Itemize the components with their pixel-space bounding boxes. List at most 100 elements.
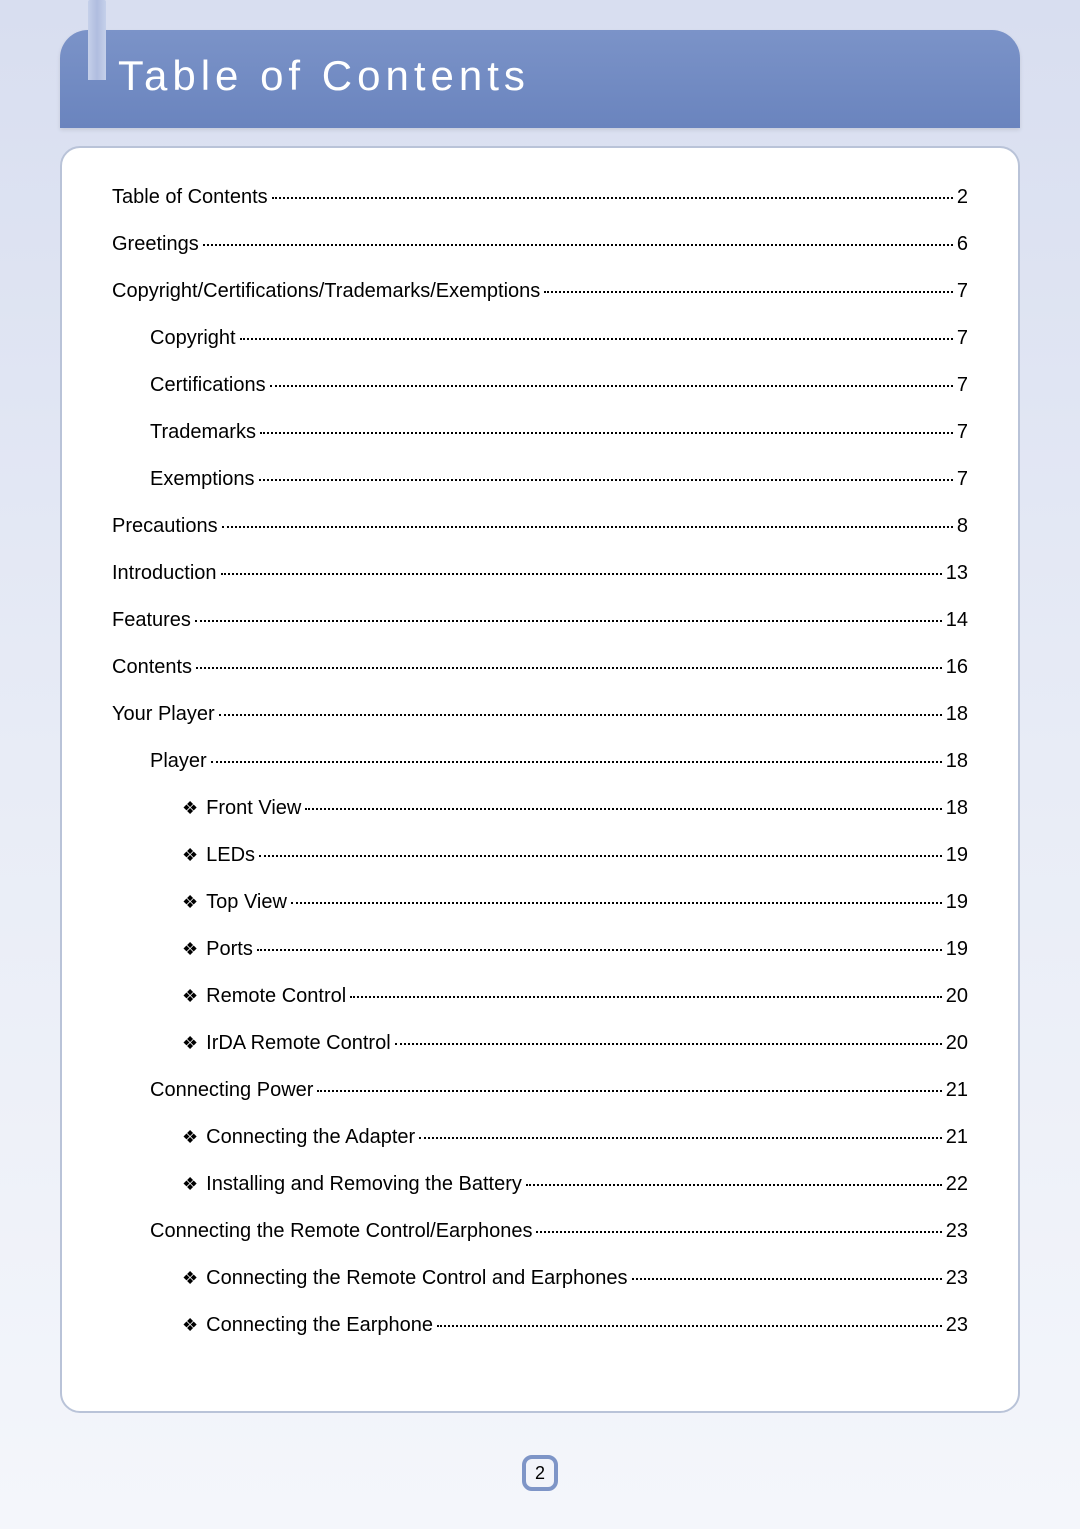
toc-entry-title: Table of Contents — [112, 186, 268, 209]
toc-entry-page: 18 — [946, 703, 968, 726]
toc-entry[interactable]: ❖ Connecting the Earphone 23 — [112, 1314, 968, 1337]
toc-entry-page: 20 — [946, 1032, 968, 1055]
diamond-bullet-icon: ❖ — [182, 1315, 198, 1336]
toc-entry-title: Connecting the Remote Control/Earphones — [150, 1220, 532, 1243]
toc-entry[interactable]: Connecting the Remote Control/Earphones … — [112, 1220, 968, 1243]
toc-leader-dots — [350, 996, 942, 998]
toc-entry-title: Copyright — [150, 327, 236, 350]
toc-entry[interactable]: Copyright/Certifications/Trademarks/Exem… — [112, 280, 968, 303]
toc-leader-dots — [195, 620, 942, 622]
toc-entry-page: 19 — [946, 891, 968, 914]
toc-leader-dots — [544, 291, 953, 293]
toc-entry[interactable]: Your Player 18 — [112, 703, 968, 726]
toc-entry-title: Connecting Power — [150, 1079, 313, 1102]
toc-entry-page: 7 — [957, 468, 968, 491]
toc-leader-dots — [395, 1043, 942, 1045]
toc-entry-title: Ports — [206, 938, 253, 961]
toc-entry[interactable]: Player 18 — [112, 750, 968, 773]
toc-leader-dots — [221, 573, 942, 575]
toc-entry[interactable]: ❖ Installing and Removing the Battery 22 — [112, 1173, 968, 1196]
toc-entry-page: 16 — [946, 656, 968, 679]
toc-leader-dots — [437, 1325, 942, 1327]
toc-entry-page: 22 — [946, 1173, 968, 1196]
toc-entry-title: Contents — [112, 656, 192, 679]
toc-leader-dots — [211, 761, 942, 763]
toc-entry-page: 23 — [946, 1314, 968, 1337]
diamond-bullet-icon: ❖ — [182, 986, 198, 1007]
toc-entry-title: Copyright/Certifications/Trademarks/Exem… — [112, 280, 540, 303]
toc-entry-title: Introduction — [112, 562, 217, 585]
toc-entry[interactable]: Introduction 13 — [112, 562, 968, 585]
toc-entry-title: Connecting the Earphone — [206, 1314, 433, 1337]
toc-entry-page: 7 — [957, 280, 968, 303]
page-number-badge: 2 — [522, 1455, 558, 1491]
toc-entry-title: Player — [150, 750, 207, 773]
diamond-bullet-icon: ❖ — [182, 798, 198, 819]
toc-entry-title: Connecting the Adapter — [206, 1126, 415, 1149]
toc-leader-dots — [270, 385, 953, 387]
diamond-bullet-icon: ❖ — [182, 1174, 198, 1195]
toc-entry-title: Greetings — [112, 233, 199, 256]
toc-leader-dots — [317, 1090, 941, 1092]
toc-entry-title: IrDA Remote Control — [206, 1032, 391, 1055]
toc-leader-dots — [196, 667, 942, 669]
toc-entry[interactable]: ❖Ports 19 — [112, 938, 968, 961]
toc-entry-title: Top View — [206, 891, 287, 914]
toc-entry[interactable]: Table of Contents 2 — [112, 186, 968, 209]
toc-leader-dots — [203, 244, 953, 246]
toc-leader-dots — [259, 855, 942, 857]
toc-entry-title: Exemptions — [150, 468, 255, 491]
toc-entry[interactable]: ❖ IrDA Remote Control 20 — [112, 1032, 968, 1055]
toc-entry[interactable]: ❖Remote Control 20 — [112, 985, 968, 1008]
content-card: Table of Contents 2 Greetings 6 Copyright/… — [60, 146, 1020, 1413]
toc-entry-title: Features — [112, 609, 191, 632]
toc-entry-title: Remote Control — [206, 985, 346, 1008]
toc-entry[interactable]: Certifications 7 — [112, 374, 968, 397]
toc-list: Table of Contents 2 Greetings 6 Copyright/… — [112, 186, 968, 1337]
toc-leader-dots — [259, 479, 953, 481]
toc-entry-page: 18 — [946, 750, 968, 773]
toc-entry-page: 23 — [946, 1220, 968, 1243]
toc-entry-page: 7 — [957, 421, 968, 444]
toc-entry[interactable]: ❖Top View 19 — [112, 891, 968, 914]
toc-entry-title: Your Player — [112, 703, 215, 726]
toc-entry[interactable]: Greetings 6 — [112, 233, 968, 256]
toc-entry[interactable]: Precautions 8 — [112, 515, 968, 538]
toc-entry[interactable]: ❖ LEDs 19 — [112, 844, 968, 867]
toc-leader-dots — [526, 1184, 942, 1186]
diamond-bullet-icon: ❖ — [182, 1268, 198, 1289]
toc-entry-page: 2 — [957, 186, 968, 209]
toc-entry-title: Precautions — [112, 515, 218, 538]
header-tab-decoration — [88, 0, 106, 80]
toc-entry-page: 13 — [946, 562, 968, 585]
page-number: 2 — [535, 1463, 545, 1484]
toc-leader-dots — [257, 949, 942, 951]
toc-entry[interactable]: ❖Connecting the Adapter 21 — [112, 1126, 968, 1149]
toc-entry[interactable]: ❖Front View 18 — [112, 797, 968, 820]
toc-entry-title: Installing and Removing the Battery — [206, 1173, 522, 1196]
toc-entry[interactable]: Trademarks 7 — [112, 421, 968, 444]
toc-entry-title: Trademarks — [150, 421, 256, 444]
toc-entry-page: 7 — [957, 374, 968, 397]
toc-leader-dots — [291, 902, 942, 904]
toc-entry-page: 19 — [946, 844, 968, 867]
page-title: Table of Contents — [118, 52, 990, 100]
toc-entry[interactable]: ❖Connecting the Remote Control and Earph… — [112, 1267, 968, 1290]
diamond-bullet-icon: ❖ — [182, 939, 198, 960]
toc-leader-dots — [222, 526, 953, 528]
diamond-bullet-icon: ❖ — [182, 1127, 198, 1148]
toc-entry-page: 14 — [946, 609, 968, 632]
toc-entry-title: LEDs — [206, 844, 255, 867]
toc-leader-dots — [419, 1137, 942, 1139]
diamond-bullet-icon: ❖ — [182, 845, 198, 866]
toc-entry-page: 8 — [957, 515, 968, 538]
diamond-bullet-icon: ❖ — [182, 1033, 198, 1054]
toc-leader-dots — [272, 197, 953, 199]
toc-entry[interactable]: Connecting Power 21 — [112, 1079, 968, 1102]
toc-entry[interactable]: Features 14 — [112, 609, 968, 632]
toc-entry[interactable]: Copyright 7 — [112, 327, 968, 350]
toc-leader-dots — [260, 432, 953, 434]
toc-entry-page: 18 — [946, 797, 968, 820]
toc-entry[interactable]: Contents 16 — [112, 656, 968, 679]
toc-entry[interactable]: Exemptions 7 — [112, 468, 968, 491]
